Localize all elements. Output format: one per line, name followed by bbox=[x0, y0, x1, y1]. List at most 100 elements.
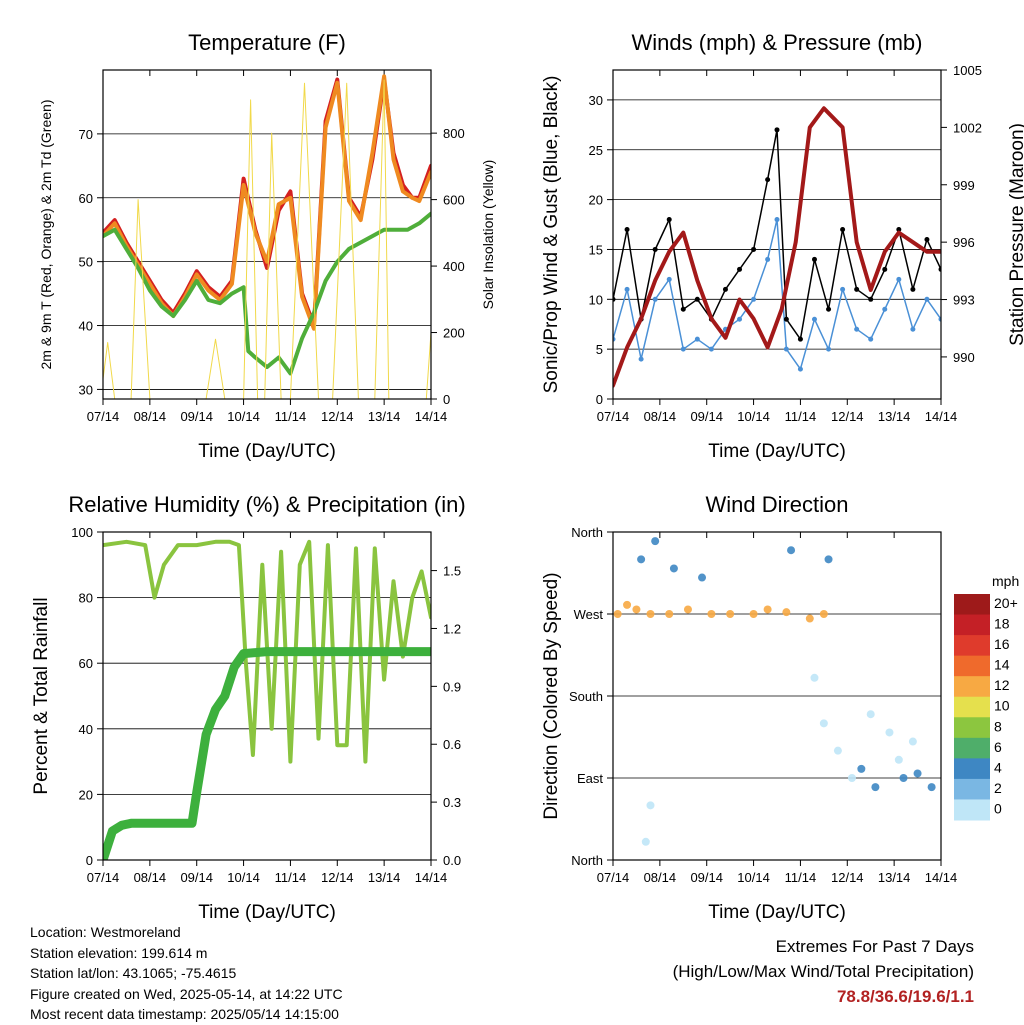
data-point bbox=[797, 366, 803, 372]
data-point bbox=[854, 286, 860, 292]
chart-panel-4: Wind Direction North East South West North 07/… bbox=[541, 492, 1019, 923]
data-point bbox=[868, 336, 874, 342]
x-tick-label: 09/14 bbox=[180, 409, 213, 424]
direction-point bbox=[707, 610, 716, 618]
data-point bbox=[624, 286, 630, 292]
data-point bbox=[797, 336, 803, 342]
colorbar-swatch bbox=[954, 696, 990, 718]
elevation-text: Station elevation: 199.614 m bbox=[30, 944, 208, 961]
x-tick-label: 14/14 bbox=[415, 409, 448, 424]
colorbar-level-label: 6 bbox=[994, 739, 1002, 755]
y2-tick-label: 0 bbox=[443, 392, 450, 407]
y-tick-label: 100 bbox=[71, 525, 93, 540]
colorbar-level-label: 8 bbox=[994, 718, 1002, 734]
data-point bbox=[613, 336, 616, 342]
x-axis-label: Time (Day/UTC) bbox=[198, 902, 336, 923]
x-tick-label: 09/14 bbox=[180, 870, 213, 885]
direction-point bbox=[847, 774, 856, 782]
data-point bbox=[938, 266, 941, 272]
data-point bbox=[811, 316, 817, 322]
direction-point bbox=[885, 728, 894, 737]
y-tick-label: 20 bbox=[79, 787, 93, 802]
y-tick-label: 15 bbox=[589, 242, 603, 257]
direction-point bbox=[819, 610, 828, 618]
direction-point bbox=[683, 605, 692, 614]
y-tick-label: 30 bbox=[79, 382, 93, 397]
y2-tick-label: 0.3 bbox=[443, 795, 461, 810]
y-tick-label: 60 bbox=[79, 191, 93, 206]
y-tick-label: East bbox=[577, 771, 603, 786]
colorbar-level-label: 18 bbox=[994, 616, 1010, 632]
data-point bbox=[882, 266, 888, 272]
data-point bbox=[896, 227, 902, 233]
x-axis-label: Time (Day/UTC) bbox=[708, 441, 846, 462]
colorbar-level-label: 4 bbox=[994, 759, 1002, 775]
series-line-2 bbox=[103, 74, 431, 331]
data-point bbox=[826, 306, 832, 312]
y-tick-label: 40 bbox=[79, 319, 93, 334]
data-point bbox=[765, 256, 771, 262]
data-point bbox=[613, 296, 616, 302]
y2-tick-label: 1002 bbox=[953, 120, 982, 135]
plot-area bbox=[613, 106, 941, 388]
series-line-1 bbox=[103, 539, 431, 764]
direction-point bbox=[908, 737, 917, 746]
y-tick-label: North bbox=[571, 853, 603, 868]
x-tick-label: 11/14 bbox=[785, 870, 817, 885]
y2-tick-label: 1.2 bbox=[443, 621, 461, 636]
y-tick-label: 0 bbox=[86, 853, 93, 868]
colorbar-swatch bbox=[954, 758, 990, 780]
x-tick-label: 13/14 bbox=[368, 409, 401, 424]
y-tick-label: 10 bbox=[589, 292, 603, 307]
data-point bbox=[666, 217, 672, 223]
data-point bbox=[751, 246, 757, 252]
data-point bbox=[652, 296, 658, 302]
direction-point bbox=[810, 673, 819, 682]
direction-point bbox=[749, 610, 758, 618]
direction-point bbox=[824, 555, 833, 564]
colorbar-level-label: 20+ bbox=[994, 595, 1018, 611]
direction-point bbox=[833, 746, 842, 755]
y2-tick-label: 1.5 bbox=[443, 564, 461, 579]
y-axis-label: Direction (Colored By Speed) bbox=[541, 572, 562, 819]
data-point bbox=[854, 326, 860, 332]
data-point bbox=[722, 286, 728, 292]
data-point bbox=[938, 316, 941, 322]
colorbar-swatch bbox=[954, 799, 990, 821]
plot-frame bbox=[612, 69, 942, 400]
y-tick-label: 0 bbox=[596, 392, 603, 407]
colorbar-level-label: 16 bbox=[994, 636, 1010, 652]
y2-tick-label: 400 bbox=[443, 259, 465, 274]
y2-tick-label: 200 bbox=[443, 326, 465, 341]
colorbar-swatch bbox=[954, 655, 990, 677]
x-tick-label: 11/14 bbox=[275, 409, 307, 424]
chart-panel-1: Temperature (F) 30 40 50 60 70 0 200 400 600 800 07… bbox=[38, 30, 496, 462]
data-point bbox=[680, 306, 686, 312]
chart-title: Temperature (F) bbox=[188, 30, 346, 55]
data-point bbox=[652, 246, 658, 252]
data-point bbox=[882, 306, 888, 312]
x-tick-label: 12/14 bbox=[321, 870, 354, 885]
x-tick-label: 08/14 bbox=[644, 870, 677, 885]
x-tick-label: 07/14 bbox=[597, 870, 630, 885]
data-point bbox=[737, 316, 743, 322]
direction-point bbox=[613, 610, 622, 618]
data-point bbox=[666, 276, 672, 282]
y2-tick-label: 0.0 bbox=[443, 853, 461, 868]
chart-title: Winds (mph) & Pressure (mb) bbox=[632, 30, 923, 55]
x-tick-label: 09/14 bbox=[690, 870, 723, 885]
y-tick-label: 60 bbox=[79, 656, 93, 671]
location-text: Location: Westmoreland bbox=[30, 924, 181, 940]
direction-point bbox=[665, 610, 674, 618]
data-point bbox=[783, 346, 789, 352]
colorbar-level-label: 2 bbox=[994, 780, 1002, 796]
series-line-3 bbox=[103, 211, 431, 376]
x-tick-label: 13/14 bbox=[878, 870, 911, 885]
y-tick-label: West bbox=[574, 607, 604, 622]
colorbar-swatch bbox=[954, 676, 990, 698]
y2-tick-label: 0.6 bbox=[443, 737, 461, 752]
colorbar-level-label: 10 bbox=[994, 698, 1010, 714]
extremes-block: Extremes For Past 7 Days (High/Low/Max W… bbox=[673, 934, 974, 1009]
colorbar-swatch bbox=[954, 635, 990, 657]
y-tick-label: South bbox=[569, 689, 603, 704]
